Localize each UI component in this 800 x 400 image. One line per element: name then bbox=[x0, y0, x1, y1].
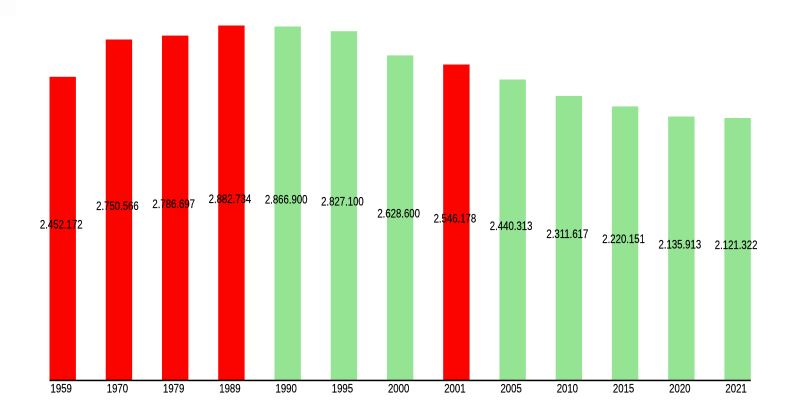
svg-text:2.546.178: 2.546.178 bbox=[434, 212, 477, 225]
svg-text:2.135.913: 2.135.913 bbox=[659, 238, 702, 251]
svg-text:2010: 2010 bbox=[557, 383, 578, 396]
svg-text:1959: 1959 bbox=[51, 383, 72, 396]
svg-text:1990: 1990 bbox=[275, 383, 296, 396]
svg-text:2020: 2020 bbox=[669, 383, 690, 396]
svg-text:1970: 1970 bbox=[107, 383, 128, 396]
svg-text:2.827.100: 2.827.100 bbox=[321, 196, 364, 209]
svg-text:2.440.313: 2.440.313 bbox=[490, 220, 533, 233]
svg-text:2.311.617: 2.311.617 bbox=[546, 228, 588, 241]
svg-text:2005: 2005 bbox=[500, 383, 521, 396]
svg-text:2021: 2021 bbox=[725, 383, 746, 396]
svg-text:2.882.734: 2.882.734 bbox=[209, 193, 252, 206]
svg-text:2.786.697: 2.786.697 bbox=[152, 198, 195, 211]
svg-text:2000: 2000 bbox=[388, 383, 409, 396]
svg-text:1979: 1979 bbox=[163, 383, 184, 396]
svg-text:2015: 2015 bbox=[613, 383, 634, 396]
svg-text:2.628.600: 2.628.600 bbox=[377, 208, 420, 221]
svg-text:1995: 1995 bbox=[332, 383, 353, 396]
svg-text:2.220.151: 2.220.151 bbox=[602, 233, 645, 246]
svg-text:2.750.566: 2.750.566 bbox=[96, 200, 139, 213]
svg-text:2.121.322: 2.121.322 bbox=[715, 239, 758, 252]
svg-text:2.452.172: 2.452.172 bbox=[40, 219, 83, 232]
svg-text:2001: 2001 bbox=[444, 383, 465, 396]
svg-text:2.866.900: 2.866.900 bbox=[265, 193, 308, 206]
svg-text:1989: 1989 bbox=[219, 383, 240, 396]
